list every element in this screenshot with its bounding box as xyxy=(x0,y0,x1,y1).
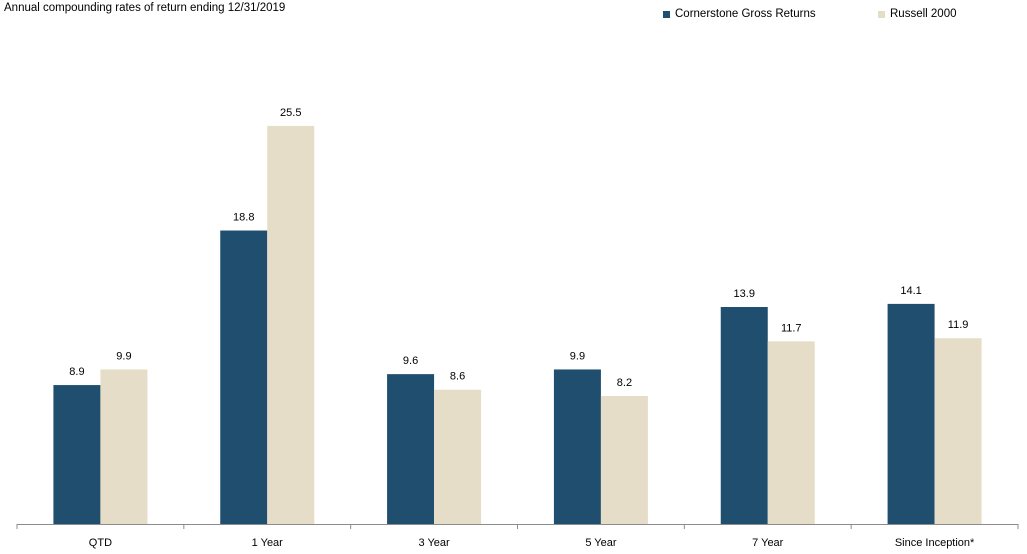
data-label-russell-2000-qtd: 9.9 xyxy=(116,350,131,362)
x-tick-label-qtd: QTD xyxy=(89,537,112,549)
data-label-cornerstone-gross-returns-7-year: 13.9 xyxy=(734,288,755,300)
data-label-russell-2000-1-year: 25.5 xyxy=(280,107,301,119)
bar-russell-2000-1-year xyxy=(267,125,315,524)
legend-item-russell: Russell 2000 xyxy=(878,8,956,20)
bar-cornerstone-gross-returns-1-year xyxy=(220,230,268,524)
bar-cornerstone-gross-returns-since-inception xyxy=(887,303,935,524)
x-tick-label-5-year: 5 Year xyxy=(585,537,617,549)
data-label-cornerstone-gross-returns-3-year: 9.6 xyxy=(403,355,418,367)
data-label-cornerstone-gross-returns-qtd: 8.9 xyxy=(69,366,84,378)
x-tick-label-1-year: 1 Year xyxy=(252,537,284,549)
data-label-cornerstone-gross-returns-since-inception: 14.1 xyxy=(900,285,921,297)
legend: Cornerstone Gross Returns Russell 2000 xyxy=(663,8,1023,26)
legend-swatch-russell xyxy=(878,10,885,18)
bar-cornerstone-gross-returns-5-year xyxy=(553,369,601,524)
legend-label-cornerstone: Cornerstone Gross Returns xyxy=(675,8,816,20)
bar-cornerstone-gross-returns-7-year xyxy=(720,307,768,524)
bar-russell-2000-qtd xyxy=(100,369,148,524)
bar-russell-2000-7-year xyxy=(767,341,815,524)
bar-russell-2000-5-year xyxy=(600,395,648,524)
data-label-cornerstone-gross-returns-5-year: 9.9 xyxy=(570,350,585,362)
legend-item-cornerstone: Cornerstone Gross Returns xyxy=(663,8,816,20)
bar-russell-2000-3-year xyxy=(434,389,482,524)
chart-title: Annual compounding rates of return endin… xyxy=(4,2,286,14)
legend-label-russell: Russell 2000 xyxy=(890,8,957,20)
x-tick-label-3-year: 3 Year xyxy=(418,537,450,549)
data-label-russell-2000-since-inception: 11.9 xyxy=(948,319,969,331)
legend-swatch-cornerstone xyxy=(663,10,670,18)
x-tick-label-7-year: 7 Year xyxy=(752,537,784,549)
x-tick-label-since-inception: Since Inception* xyxy=(895,537,975,549)
data-label-cornerstone-gross-returns-1-year: 18.8 xyxy=(233,212,254,224)
data-label-russell-2000-5-year: 8.2 xyxy=(617,377,632,389)
data-label-russell-2000-7-year: 11.7 xyxy=(781,322,802,334)
bar-cornerstone-gross-returns-qtd xyxy=(53,385,101,524)
data-label-russell-2000-3-year: 8.6 xyxy=(450,371,465,383)
bar-russell-2000-since-inception xyxy=(934,338,982,524)
bar-cornerstone-gross-returns-3-year xyxy=(387,374,435,524)
